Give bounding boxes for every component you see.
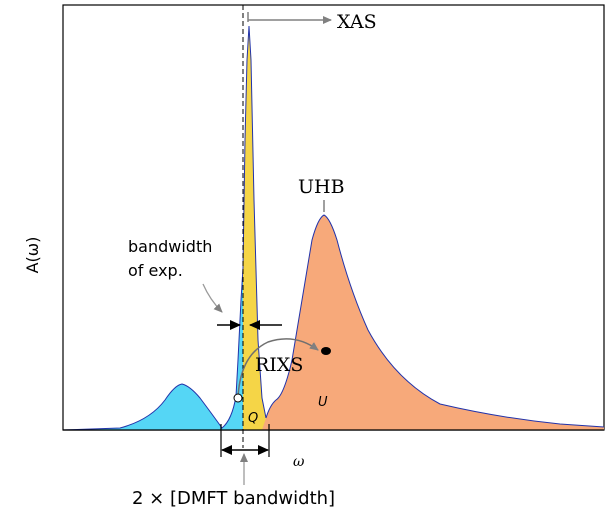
dmft-bandwidth-label: 2 × [DMFT bandwidth] — [132, 488, 335, 509]
upper-hubbard-band-fill — [262, 215, 604, 430]
rixs-transition-arrow — [237, 338, 319, 399]
bandwidth-label-line1: bandwidth — [128, 237, 212, 256]
bandwidth-label-line2: of exp. — [128, 261, 183, 280]
y-axis-label: A(ω) — [23, 237, 42, 274]
u-label: U — [318, 395, 328, 410]
rixs-initial-state-dot — [233, 393, 243, 403]
spectral-function-curve — [62, 25, 605, 431]
bandwidth-pointer-arrow — [202, 283, 223, 313]
rixs-final-state-dot — [321, 347, 331, 355]
lower-band-fill — [63, 268, 243, 430]
uhb-label: UHB — [298, 176, 345, 198]
rixs-label: RIXS — [255, 354, 303, 376]
x-axis-label: ω — [293, 454, 305, 470]
q-label: Q — [248, 411, 258, 426]
xas-label: XAS — [337, 11, 377, 33]
